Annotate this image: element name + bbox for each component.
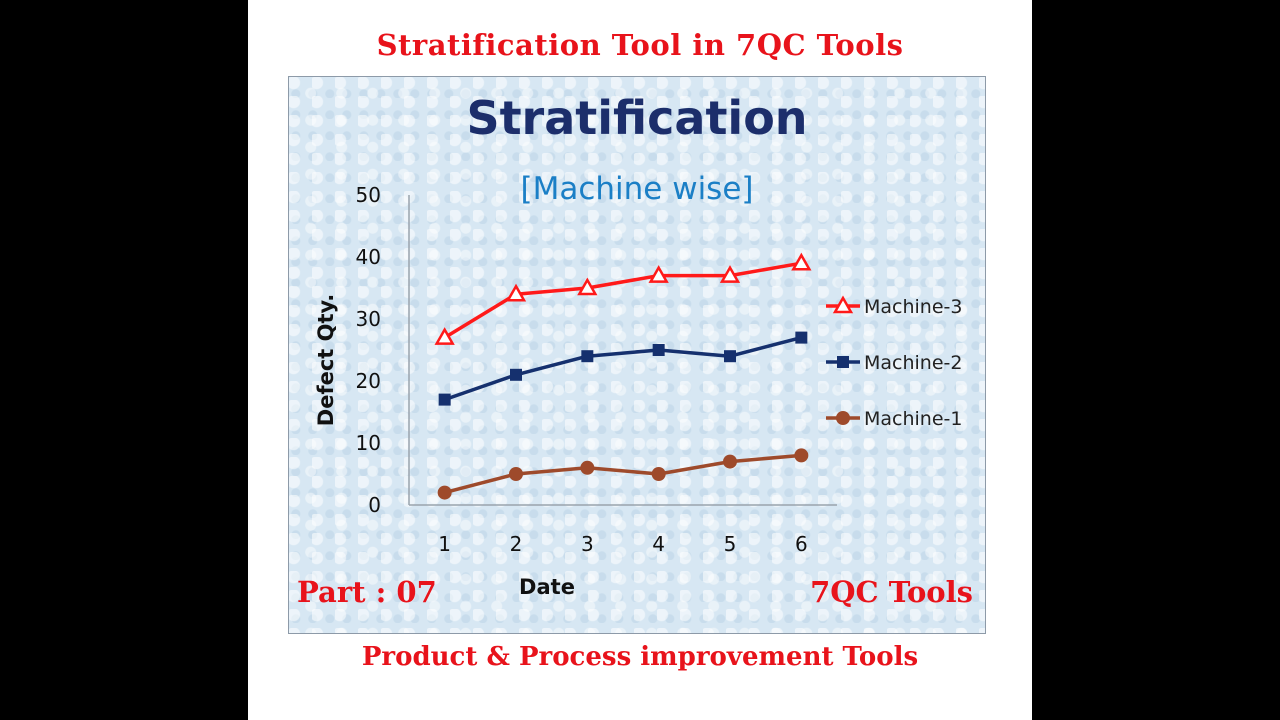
data-point-machine-1 <box>794 448 809 463</box>
data-point-machine-1 <box>509 467 523 481</box>
data-point-machine-3 <box>791 252 812 271</box>
brand-label: 7QC Tools <box>810 575 973 609</box>
data-point-machine-2 <box>510 368 522 381</box>
data-point-machine-3 <box>577 277 598 296</box>
x-tick-label: 1 <box>438 532 451 556</box>
y-tick-label: 10 <box>356 431 381 455</box>
series-line-machine-1 <box>444 453 802 495</box>
y-tick-label: 0 <box>368 493 381 517</box>
y-axis-title: Defect Qty. <box>314 294 338 426</box>
legend-label-machine-2: Machine-2 <box>864 352 962 374</box>
page-footer-heading: Product & Process improvement Tools <box>361 642 919 672</box>
x-tick-label: 3 <box>581 532 594 556</box>
legend-marker-machine-1 <box>836 411 850 425</box>
legend-label-machine-3: Machine-3 <box>864 296 962 318</box>
part-label: Part : 07 <box>297 575 437 609</box>
data-point-machine-3 <box>434 327 455 345</box>
data-point-machine-2 <box>652 344 665 356</box>
legend-marker-machine-3 <box>832 295 854 314</box>
data-point-machine-1 <box>437 485 452 500</box>
data-point-machine-1 <box>723 454 737 469</box>
x-axis-title: Date <box>519 575 575 599</box>
series-line-machine-2 <box>444 335 802 402</box>
x-tick-label: 5 <box>724 532 737 556</box>
x-tick-label: 4 <box>652 532 665 556</box>
chart-panel: Stratification [Machine wise] 0 10 20 30 40 5… <box>288 76 986 634</box>
y-tick-label: 40 <box>356 245 381 269</box>
slide: Stratification Tool in 7QC Tools Stratif… <box>248 0 1032 720</box>
x-tick-label: 6 <box>795 532 808 556</box>
data-point-machine-1 <box>651 467 666 481</box>
data-point-machine-2 <box>438 393 451 406</box>
data-point-machine-3 <box>505 283 527 302</box>
y-tick-label: 50 <box>356 183 381 207</box>
data-point-machine-2 <box>581 350 594 363</box>
legend-label-machine-1: Machine-1 <box>864 408 962 430</box>
x-tick-label: 2 <box>510 532 523 556</box>
line-chart: 0 10 20 30 40 50 1 2 3 4 5 6 Date Defect Qty. Machine-… <box>314 183 962 599</box>
series-line-machine-3 <box>443 261 802 340</box>
data-point-machine-3 <box>719 265 741 283</box>
y-tick-label: 30 <box>356 307 381 331</box>
chart-subtitle: [Machine wise] <box>520 171 754 207</box>
page-heading: Stratification Tool in 7QC Tools <box>376 28 904 62</box>
y-tick-label: 20 <box>356 369 381 393</box>
data-point-machine-1 <box>580 460 595 475</box>
chart-title: Stratification <box>466 91 808 145</box>
data-point-machine-3 <box>648 265 669 283</box>
data-point-machine-2 <box>724 350 736 363</box>
legend-marker-machine-2 <box>837 356 849 368</box>
data-point-machine-2 <box>795 331 808 344</box>
